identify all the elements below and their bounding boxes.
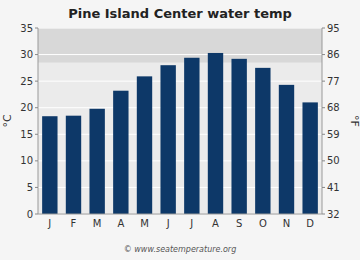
y2-tick-label: 41 [327, 182, 340, 193]
y-tick-label: 25 [20, 76, 33, 87]
y2-tick [322, 214, 325, 215]
grid-line [38, 28, 322, 29]
x-tick-label: J [189, 218, 193, 229]
y2-tick-label: 77 [327, 76, 340, 87]
y-tick-label: 35 [20, 23, 33, 34]
y-tick-label: 10 [20, 155, 33, 166]
title: Pine Island Center water temp [68, 6, 292, 21]
grid-line [38, 81, 322, 82]
y2-axis-line [322, 28, 323, 214]
y-tick [35, 107, 38, 108]
y2-tick-label: 32 [327, 209, 340, 220]
chart: 0 5 10 15 20 25 30 35 32 41 50 59 68 77 86 95 J F M A M J J A S O… [0, 0, 360, 260]
bar [113, 91, 128, 214]
y2-tick-label: 68 [327, 102, 340, 113]
x-tick-label: M [140, 218, 149, 229]
y-axis-line [38, 28, 39, 214]
bar [231, 59, 246, 214]
y2-tick [322, 81, 325, 82]
y-tick [35, 187, 38, 188]
y2-tick-label: 50 [327, 155, 340, 166]
y2-tick [322, 28, 325, 29]
grid-line [38, 54, 322, 55]
y-tick-label: 30 [20, 49, 33, 60]
y-tick [35, 81, 38, 82]
y2-tick [322, 134, 325, 135]
bar [208, 53, 223, 214]
x-tick-label: J [166, 218, 170, 229]
x-tick-label: N [283, 218, 290, 229]
y-tick [35, 54, 38, 55]
bar [279, 85, 294, 214]
y-tick [35, 28, 38, 29]
y-tick-label: 15 [20, 129, 33, 140]
y-tick [35, 214, 38, 215]
y-tick-label: 20 [20, 102, 33, 113]
bar [160, 65, 175, 214]
y2-tick [322, 160, 325, 161]
x-tick-label: A [117, 218, 124, 229]
bar [89, 109, 104, 214]
plot-area [38, 28, 322, 214]
plot-group [38, 28, 322, 214]
x-tick-label: A [212, 218, 219, 229]
y2-tick [322, 54, 325, 55]
y-tick-label: 0 [27, 209, 33, 220]
y-axis-label: °C [1, 114, 14, 128]
y2-tick-label: 59 [327, 129, 340, 140]
bar [302, 102, 317, 214]
x-tick-label: J [47, 218, 51, 229]
highlight-band [38, 28, 322, 63]
x-axis-line [38, 214, 322, 215]
y2-axis-label: °F [348, 115, 360, 127]
y2-tick-label: 95 [327, 23, 340, 34]
x-tick-label: S [236, 218, 242, 229]
x-tick-label: F [71, 218, 77, 229]
bar [184, 58, 199, 214]
y2-tick [322, 107, 325, 108]
bar [42, 116, 57, 214]
y2-tick-label: 86 [327, 49, 340, 60]
watermark: © www.seatemperature.org [124, 245, 236, 254]
bar [137, 76, 152, 214]
x-tick-label: O [259, 218, 267, 229]
y-tick-label: 5 [27, 182, 33, 193]
x-tick-label: M [93, 218, 102, 229]
y-tick [35, 134, 38, 135]
bar [66, 116, 81, 214]
grid-line [38, 214, 322, 215]
x-tick-label: D [306, 218, 314, 229]
y-tick [35, 160, 38, 161]
bar [255, 68, 270, 214]
y2-tick [322, 187, 325, 188]
